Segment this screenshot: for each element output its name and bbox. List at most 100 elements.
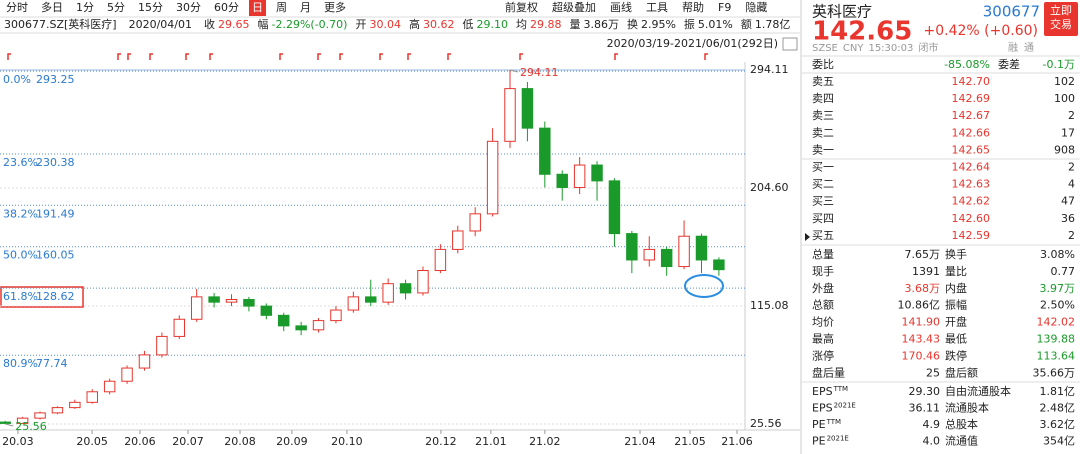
- status: SZSE: [812, 43, 838, 54]
- x-tick-label: 20.12: [425, 435, 457, 448]
- candle-body: [626, 233, 638, 261]
- stat-cell: 盘后量: [812, 365, 845, 379]
- info-value: 3.86万: [583, 18, 619, 31]
- book-label: 卖四: [812, 92, 834, 105]
- order-ratio: 委差: [998, 57, 1020, 71]
- info-value: 29.88: [530, 18, 562, 31]
- stat-cell: 均价: [812, 316, 834, 329]
- highlight-box: [0, 286, 84, 308]
- x-tick-label: 21.05: [674, 435, 706, 448]
- book-price: 142.70: [952, 75, 991, 88]
- tool-button[interactable]: 帮助: [682, 0, 704, 14]
- candle-body: [469, 213, 481, 232]
- candle-body: [660, 248, 673, 268]
- candle-body: [486, 140, 499, 215]
- book-price: 142.59: [952, 229, 991, 242]
- candle-body: [539, 127, 551, 175]
- candle-body: [173, 318, 186, 337]
- stat-cell: 10.86亿: [898, 299, 941, 312]
- info-value: 29.65: [218, 18, 250, 31]
- candle-body: [138, 354, 151, 369]
- highlight-circle: [684, 274, 724, 298]
- period-tab[interactable]: 30分: [176, 1, 201, 14]
- last-price: 142.65: [812, 17, 912, 47]
- stat-cell: 开盘: [945, 315, 967, 329]
- period-tab[interactable]: 1分: [76, 1, 94, 14]
- stat-cell: 外盘: [812, 281, 834, 295]
- tool-button[interactable]: 隐藏: [745, 1, 767, 14]
- stat-cell: 3.97万: [1040, 282, 1076, 295]
- x-tick-label: 21.04: [624, 435, 656, 448]
- fund-label: PE: [812, 418, 826, 431]
- order-ratio: -85.08%: [944, 58, 990, 71]
- fund-sup: 2021E: [834, 402, 856, 410]
- period-tab[interactable]: 更多: [324, 0, 346, 14]
- period-tab[interactable]: 周: [276, 1, 287, 14]
- fib-value: 230.38: [36, 156, 75, 169]
- annotation-leader: [5, 423, 14, 427]
- x-tick-label: 21.06: [721, 435, 753, 448]
- book-volume: 908: [1054, 143, 1075, 156]
- stat-cell: 涨停: [812, 348, 834, 362]
- period-tab[interactable]: 多日: [41, 0, 63, 14]
- fund-label: PE: [812, 435, 826, 448]
- book-price: 142.64: [952, 161, 991, 174]
- period-tab[interactable]: 日: [252, 1, 263, 14]
- trade-button[interactable]: [1044, 2, 1078, 36]
- candle-body: [278, 314, 290, 327]
- candle-body: [34, 412, 46, 419]
- book-label: 买五: [812, 229, 834, 242]
- x-tick-label: 20.09: [276, 435, 308, 448]
- fund-sup: TTM: [826, 418, 841, 426]
- stat-cell: 1391: [912, 265, 940, 278]
- x-tick-label: 20.03: [2, 435, 34, 448]
- candle-body: [556, 173, 568, 188]
- period-tab[interactable]: 月: [300, 1, 311, 14]
- candle-body: [243, 299, 255, 307]
- fib-pct: 80.9%: [3, 357, 38, 370]
- x-tick-label: 20.05: [76, 435, 108, 448]
- candle-body: [678, 235, 690, 268]
- tool-button[interactable]: 超级叠加: [552, 0, 596, 14]
- fib-value: 77.74: [36, 357, 68, 370]
- info-label: 均: [516, 18, 527, 31]
- stat-cell: 跌停: [945, 348, 967, 362]
- fund-sup: TTM: [833, 385, 848, 393]
- tool-button[interactable]: 工具: [646, 1, 668, 14]
- stat-cell: 量比: [945, 265, 967, 278]
- candle-body: [295, 325, 307, 331]
- candle-body: [190, 296, 203, 320]
- stat-cell: 7.65万: [905, 248, 941, 261]
- period-tab[interactable]: 5分: [107, 1, 125, 14]
- stat-cell: 139.88: [1037, 333, 1076, 346]
- tool-button[interactable]: 画线: [610, 0, 632, 14]
- tool-button[interactable]: F9: [718, 1, 731, 14]
- book-label: 卖三: [812, 109, 834, 122]
- tool-button[interactable]: 前复权: [505, 0, 538, 14]
- stat-cell: 换手: [945, 247, 967, 261]
- period-tab[interactable]: 15分: [138, 1, 163, 14]
- period-tab[interactable]: 60分: [214, 1, 239, 14]
- stat-cell: 170.46: [902, 349, 941, 362]
- book-label: 买三: [812, 195, 834, 208]
- settings-icon[interactable]: [782, 37, 798, 51]
- trade-button-label[interactable]: 交易: [1050, 17, 1072, 31]
- trade-button-label[interactable]: 立即: [1050, 3, 1072, 17]
- x-tick-label: 21.01: [475, 435, 507, 448]
- candle-body: [695, 235, 708, 261]
- book-price: 142.69: [952, 92, 991, 105]
- candle-body: [312, 320, 325, 331]
- book-label: 卖一: [812, 143, 834, 156]
- book-label: 买一: [812, 161, 834, 174]
- candle-body: [156, 335, 168, 356]
- active-tab-bg: [249, 0, 266, 16]
- stat-cell: 141.90: [902, 316, 941, 329]
- stat-cell: 振幅: [945, 298, 967, 312]
- info-value: 1.78亿: [755, 18, 791, 31]
- candle-body: [573, 164, 586, 188]
- candle-body: [452, 230, 464, 250]
- book-volume: 2: [1068, 109, 1075, 122]
- period-tab[interactable]: 分时: [6, 1, 28, 14]
